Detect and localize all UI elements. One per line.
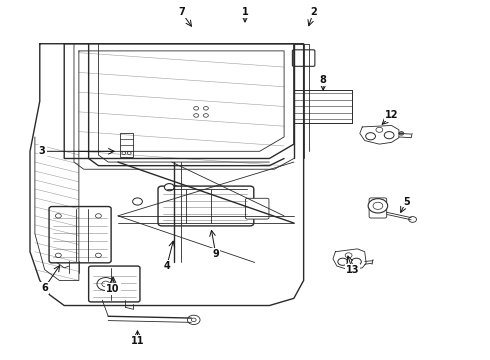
FancyBboxPatch shape bbox=[294, 90, 352, 123]
Circle shape bbox=[203, 107, 208, 110]
Circle shape bbox=[409, 217, 416, 222]
Circle shape bbox=[55, 253, 61, 257]
Text: 9: 9 bbox=[212, 248, 219, 258]
Text: 7: 7 bbox=[178, 7, 185, 17]
Circle shape bbox=[194, 114, 198, 117]
Text: 6: 6 bbox=[41, 283, 48, 293]
Text: 2: 2 bbox=[310, 7, 317, 17]
FancyBboxPatch shape bbox=[369, 198, 387, 218]
FancyBboxPatch shape bbox=[293, 50, 315, 66]
FancyBboxPatch shape bbox=[49, 207, 111, 263]
Circle shape bbox=[338, 258, 347, 265]
Circle shape bbox=[97, 278, 115, 291]
Text: 11: 11 bbox=[131, 336, 144, 346]
Circle shape bbox=[133, 198, 143, 205]
Text: 3: 3 bbox=[39, 146, 46, 156]
Circle shape bbox=[384, 132, 394, 139]
Circle shape bbox=[127, 152, 131, 154]
FancyBboxPatch shape bbox=[89, 266, 140, 302]
FancyBboxPatch shape bbox=[158, 186, 254, 226]
Circle shape bbox=[203, 114, 208, 117]
Circle shape bbox=[164, 184, 174, 191]
Text: 10: 10 bbox=[106, 284, 120, 294]
Circle shape bbox=[96, 214, 101, 218]
Text: 12: 12 bbox=[385, 111, 398, 121]
Circle shape bbox=[169, 185, 179, 193]
Text: 4: 4 bbox=[164, 261, 170, 271]
Circle shape bbox=[373, 202, 383, 210]
Circle shape bbox=[55, 214, 61, 218]
Circle shape bbox=[376, 127, 383, 132]
Circle shape bbox=[191, 318, 196, 321]
Circle shape bbox=[187, 315, 200, 324]
Circle shape bbox=[368, 199, 388, 213]
Circle shape bbox=[102, 281, 110, 287]
Circle shape bbox=[122, 152, 126, 154]
Circle shape bbox=[351, 258, 361, 265]
Circle shape bbox=[194, 107, 198, 110]
FancyBboxPatch shape bbox=[121, 134, 133, 157]
Circle shape bbox=[240, 193, 250, 200]
Circle shape bbox=[399, 132, 404, 135]
Circle shape bbox=[366, 133, 375, 140]
FancyBboxPatch shape bbox=[245, 198, 269, 219]
Circle shape bbox=[96, 253, 101, 257]
Text: 5: 5 bbox=[403, 197, 410, 207]
Text: 13: 13 bbox=[346, 265, 359, 275]
Circle shape bbox=[345, 253, 352, 258]
Text: 8: 8 bbox=[320, 75, 327, 85]
Text: 1: 1 bbox=[242, 7, 248, 17]
